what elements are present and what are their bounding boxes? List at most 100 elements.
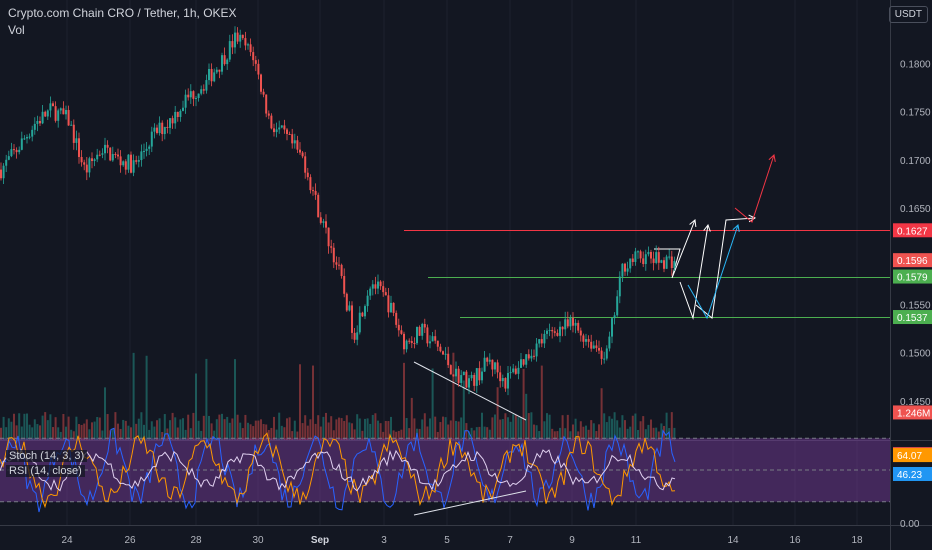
- candle-body: [559, 326, 561, 336]
- candle-body: [332, 247, 335, 263]
- volume-bar: [244, 414, 247, 440]
- time-tick-label: 5: [444, 535, 450, 546]
- volume-bar: [395, 431, 398, 440]
- candle-body: [192, 91, 195, 99]
- candle-body: [137, 160, 140, 162]
- volume-bar: [322, 416, 325, 440]
- volume-bar: [673, 427, 676, 440]
- volume-bar: [377, 420, 379, 440]
- candle-body: [509, 372, 512, 374]
- candle-body: [210, 68, 213, 82]
- candle-body: [452, 374, 455, 377]
- volume-bar: [31, 427, 34, 440]
- candle-body: [408, 340, 411, 342]
- volume-bar: [41, 415, 44, 440]
- time-tick-label: 7: [507, 535, 513, 546]
- volume-bar: [156, 420, 158, 440]
- volume-bar: [15, 425, 18, 440]
- volume-bar: [88, 429, 91, 440]
- volume-bar: [150, 421, 153, 440]
- price-tick-label: 0.1700: [900, 156, 931, 167]
- candle-body: [410, 341, 413, 344]
- candle-body: [462, 371, 465, 376]
- candle-body: [189, 91, 192, 98]
- candle-body: [642, 258, 645, 265]
- volume-bar: [59, 431, 62, 440]
- candle-body: [234, 32, 236, 48]
- candle-body: [119, 156, 122, 166]
- volume-bar: [369, 423, 372, 440]
- candle-body: [457, 368, 460, 383]
- volume-bar: [36, 424, 39, 440]
- candle-body: [213, 72, 216, 82]
- candle-body: [595, 345, 598, 349]
- volume-bar: [504, 413, 507, 440]
- level-tag-text: 0.1537: [897, 313, 928, 324]
- volume-bar: [447, 424, 450, 440]
- volume-bar: [221, 413, 223, 440]
- symbol-title[interactable]: Crypto.com Chain CRO / Tether, 1h, OKEX: [8, 6, 237, 20]
- candle-body: [117, 154, 119, 157]
- candle-body: [530, 355, 533, 359]
- volume-bar: [413, 418, 416, 440]
- volume-bar: [54, 417, 57, 440]
- candle-body: [587, 339, 590, 342]
- volume-bar: [301, 423, 304, 440]
- candle-body: [366, 295, 369, 307]
- volume-bar: [356, 414, 359, 440]
- candle-body: [564, 319, 567, 330]
- volume-bar: [75, 416, 78, 440]
- volume-bar: [249, 424, 252, 440]
- volume-bar: [582, 426, 585, 440]
- volume-bar: [400, 429, 403, 440]
- volume-bar: [605, 422, 608, 440]
- candle-body: [517, 367, 520, 374]
- time-tick-label: 16: [789, 535, 801, 546]
- candle-body: [447, 353, 450, 366]
- candle-body: [379, 281, 382, 287]
- candle-body: [91, 158, 93, 162]
- volume-bar: [382, 431, 385, 440]
- volume-bar: [590, 420, 593, 440]
- volume-bar: [239, 422, 242, 440]
- indicator-marker: [893, 448, 932, 463]
- candle-body: [611, 318, 613, 337]
- volume-bar: [218, 414, 221, 440]
- candle-body: [358, 312, 361, 333]
- volume-bar: [215, 419, 218, 440]
- volume-bar: [358, 418, 361, 440]
- candle-body: [5, 159, 8, 166]
- indicator-line: [0, 448, 676, 492]
- candle-body: [127, 154, 130, 170]
- volume-bar: [176, 427, 179, 440]
- volume-bar: [7, 418, 10, 440]
- candle-body: [663, 260, 665, 269]
- volume-bar: [408, 428, 411, 440]
- volume-bar: [192, 412, 195, 440]
- candle-body: [384, 292, 387, 296]
- candle-body: [468, 378, 470, 388]
- level-tag: [893, 269, 932, 284]
- rsi-label[interactable]: RSI (14, close): [6, 465, 85, 477]
- currency-button[interactable]: USDT: [888, 6, 928, 23]
- volume-bar: [611, 418, 613, 440]
- volume-bar: [553, 431, 556, 440]
- candle-body: [507, 373, 509, 389]
- price-tick-label: 0.1750: [900, 108, 931, 119]
- candle-body: [166, 126, 169, 128]
- candle-body: [397, 324, 400, 331]
- candle-body: [613, 315, 616, 319]
- candle-body: [473, 374, 476, 386]
- candle-body: [603, 358, 606, 360]
- volume-bar: [145, 355, 148, 440]
- candle-body: [356, 332, 359, 340]
- candle-body: [111, 154, 114, 161]
- stoch-label[interactable]: Stoch (14, 3, 3): [6, 450, 88, 462]
- volume-bar: [613, 412, 616, 440]
- volume-bar: [572, 424, 574, 440]
- volume-bar: [468, 431, 470, 440]
- time-tick-label: 9: [569, 535, 575, 546]
- price-tick-label: 0.1450: [900, 397, 931, 408]
- volume-bar: [148, 429, 151, 440]
